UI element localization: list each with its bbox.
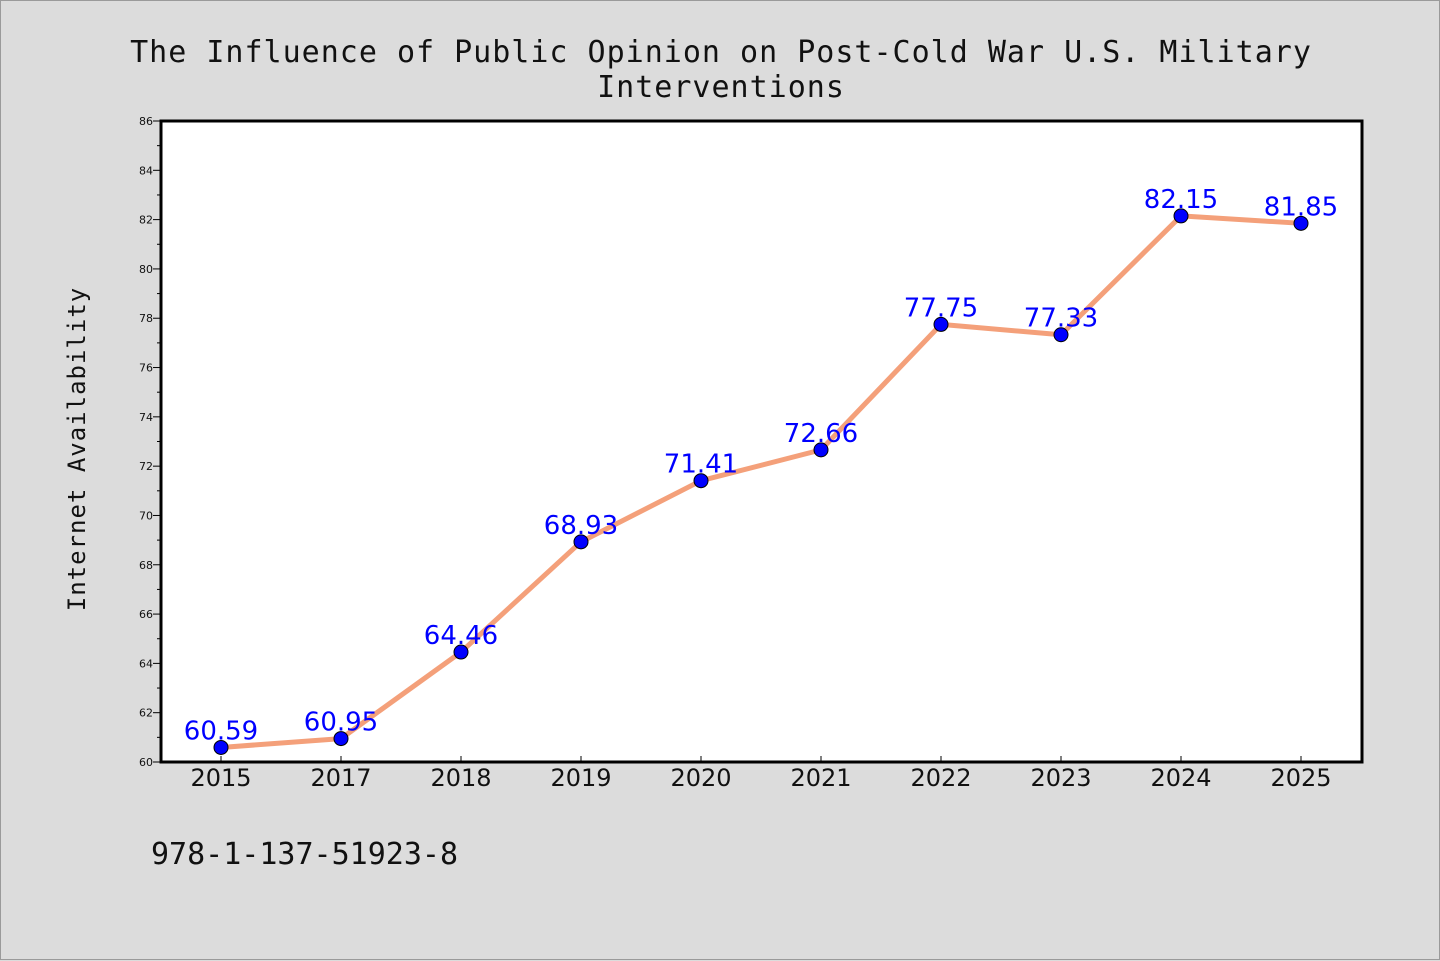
chart-title: The Influence of Public Opinion on Post-… bbox=[130, 35, 1312, 105]
data-label: 77.33 bbox=[1024, 304, 1098, 334]
y-tick-label: 74 bbox=[139, 411, 153, 424]
x-tick-label: 2018 bbox=[430, 764, 491, 792]
y-tick-label: 64 bbox=[139, 657, 153, 670]
data-point bbox=[573, 534, 589, 550]
y-axis: 60 62 64 66 68 70 72 74 76 78 80 82 84 86 bbox=[139, 115, 161, 769]
y-tick-label: 60 bbox=[139, 756, 153, 769]
data-point bbox=[693, 473, 709, 489]
data-label: 71.41 bbox=[664, 450, 738, 480]
data-point bbox=[933, 316, 949, 332]
x-tick-label: 2022 bbox=[910, 764, 971, 792]
data-point bbox=[453, 644, 469, 660]
y-tick-label: 72 bbox=[139, 460, 153, 473]
data-label: 64.46 bbox=[424, 621, 498, 651]
x-tick-label: 2025 bbox=[1270, 764, 1331, 792]
data-label: 82.15 bbox=[1144, 185, 1218, 215]
x-tick-label: 2015 bbox=[190, 764, 251, 792]
x-tick-label: 2019 bbox=[550, 764, 611, 792]
y-tick-label: 84 bbox=[139, 164, 153, 177]
series-group: 60.59 60.95 64.46 68.93 71.41 72.66 77.75 77.33… bbox=[184, 185, 1338, 755]
data-label: 77.75 bbox=[904, 293, 978, 323]
x-tick-label: 2024 bbox=[1150, 764, 1211, 792]
y-tick-label: 66 bbox=[139, 608, 153, 621]
data-label: 68.93 bbox=[544, 511, 618, 541]
data-label: 60.59 bbox=[184, 716, 258, 746]
x-tick-label: 2021 bbox=[790, 764, 851, 792]
y-tick-label: 68 bbox=[139, 559, 153, 572]
data-point bbox=[813, 442, 829, 458]
x-axis: 2015 2017 2018 2019 2020 2021 2022 2023 2024 2025 bbox=[190, 756, 1332, 792]
x-tick-label: 2017 bbox=[310, 764, 371, 792]
y-tick-label: 80 bbox=[139, 263, 153, 276]
data-point bbox=[1173, 208, 1189, 224]
isbn-text: 978-1-137-51923-8 bbox=[151, 837, 459, 872]
x-tick-label: 2023 bbox=[1030, 764, 1091, 792]
data-point bbox=[213, 739, 229, 755]
y-tick-label: 70 bbox=[139, 509, 153, 522]
y-tick-label: 86 bbox=[139, 115, 153, 128]
y-tick-label: 82 bbox=[139, 214, 153, 227]
data-point bbox=[333, 731, 349, 747]
data-label: 81.85 bbox=[1264, 192, 1338, 222]
y-tick-label: 62 bbox=[139, 707, 153, 720]
series-line bbox=[220, 213, 1302, 750]
data-label: 72.66 bbox=[784, 419, 858, 449]
data-point bbox=[1293, 215, 1309, 231]
y-tick-label: 78 bbox=[139, 312, 153, 325]
y-tick-label: 76 bbox=[139, 362, 153, 375]
data-point bbox=[1053, 327, 1069, 343]
data-label: 60.95 bbox=[304, 708, 378, 738]
x-tick-label: 2020 bbox=[670, 764, 731, 792]
plot-area bbox=[159, 119, 1364, 764]
